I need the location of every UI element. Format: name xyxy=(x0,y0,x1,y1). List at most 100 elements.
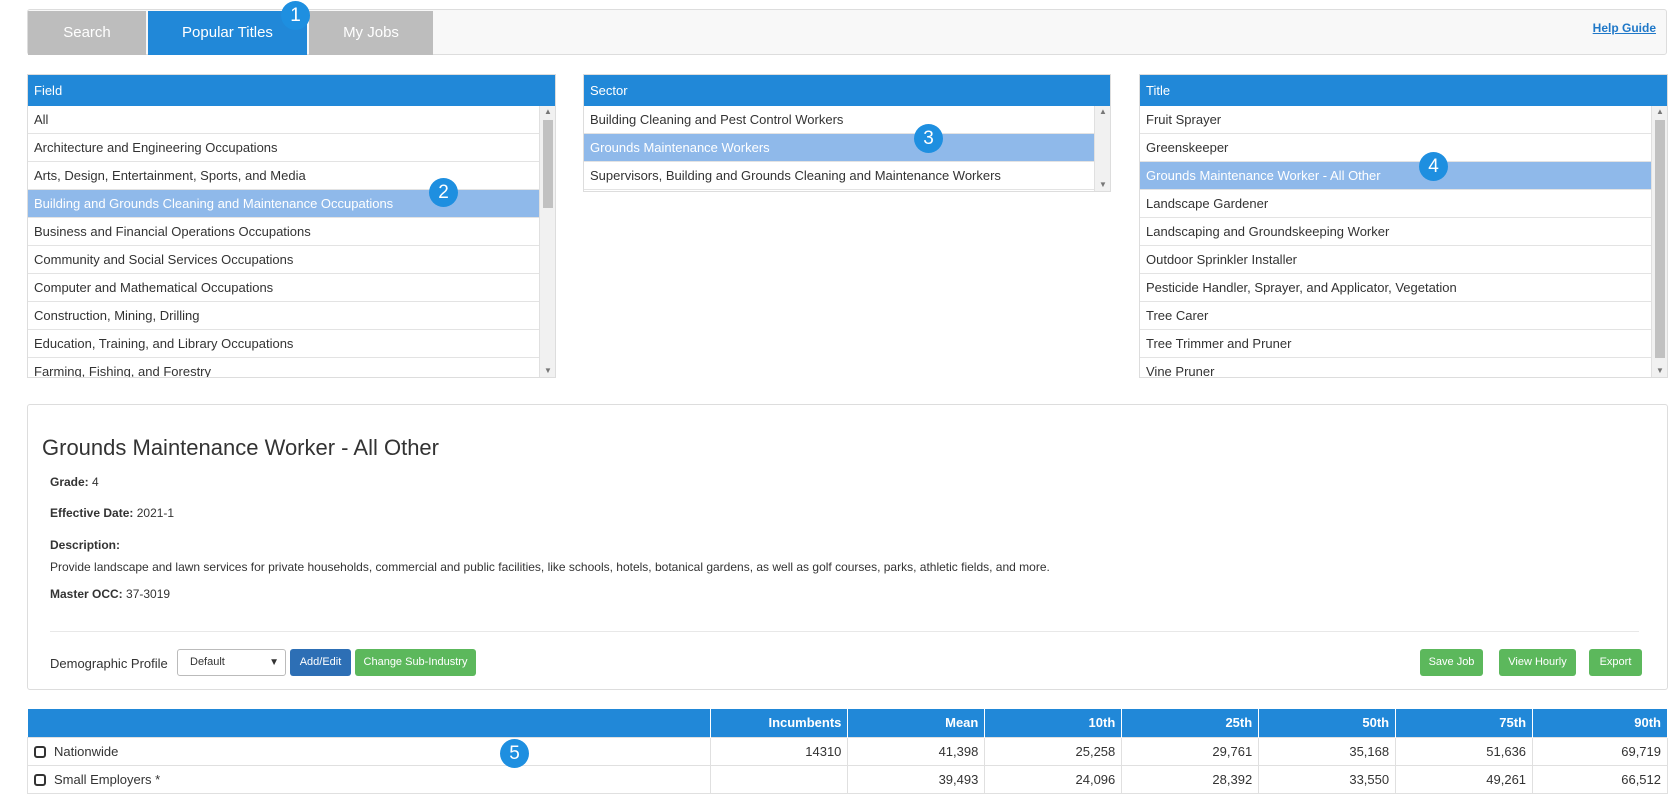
help-guide-link[interactable]: Help Guide xyxy=(1592,21,1656,35)
sector-list-scrollbar[interactable]: ▲ ▼ xyxy=(1094,106,1110,191)
field-item[interactable]: Business and Financial Operations Occupa… xyxy=(28,218,555,246)
tab-popular-titles[interactable]: Popular Titles xyxy=(148,11,307,55)
chevron-down-icon: ▼ xyxy=(269,657,279,668)
table-header-row: Incumbents Mean 10th 25th 50th 75th 90th xyxy=(27,709,1668,737)
scroll-down-icon[interactable]: ▼ xyxy=(544,366,552,375)
title-item[interactable]: Tree Trimmer and Pruner xyxy=(1140,330,1667,358)
sector-panel-header: Sector xyxy=(584,75,1110,106)
scroll-thumb[interactable] xyxy=(543,120,553,208)
scroll-thumb[interactable] xyxy=(1655,120,1665,358)
title-item[interactable]: Landscaping and Groundskeeping Worker xyxy=(1140,218,1667,246)
row-label-cell: Nationwide xyxy=(26,736,712,766)
effective-date-row: Effective Date: 2021-1 xyxy=(50,506,174,520)
scroll-down-icon[interactable]: ▼ xyxy=(1099,180,1107,189)
description-label: Description: xyxy=(50,538,120,552)
table-cell: 49,261 xyxy=(1395,764,1534,794)
sector-list[interactable]: Building Cleaning and Pest Control Worke… xyxy=(584,106,1110,191)
checkbox[interactable] xyxy=(34,745,46,758)
field-list[interactable]: All Architecture and Engineering Occupat… xyxy=(28,106,555,377)
title-item[interactable]: Landscape Gardener xyxy=(1140,190,1667,218)
table-cell: 51,636 xyxy=(1395,736,1534,766)
field-item[interactable]: Farming, Fishing, and Forestry xyxy=(28,358,555,377)
master-occ-row: Master OCC: 37-3019 xyxy=(50,587,170,601)
field-list-scrollbar[interactable]: ▲ ▼ xyxy=(539,106,555,377)
scroll-up-icon[interactable]: ▲ xyxy=(544,107,552,116)
add-edit-button[interactable]: Add/Edit xyxy=(290,649,351,676)
sector-item-selected[interactable]: Grounds Maintenance Workers xyxy=(584,134,1110,162)
field-item[interactable]: All xyxy=(28,106,555,134)
table-cell: 25,258 xyxy=(984,736,1123,766)
master-occ-label: Master OCC: xyxy=(50,587,123,601)
field-panel-header: Field xyxy=(28,75,555,106)
column-header: 75th xyxy=(1395,709,1534,737)
table-cell: 14310 xyxy=(710,736,849,766)
description-text: Provide landscape and lawn services for … xyxy=(50,560,1050,574)
title-item-selected[interactable]: Grounds Maintenance Worker - All Other xyxy=(1140,162,1667,190)
description-label-text: Description: xyxy=(50,538,121,552)
step-badge-1: 1 xyxy=(281,1,310,30)
title-item[interactable]: Tree Carer xyxy=(1140,302,1667,330)
field-item[interactable]: Computer and Mathematical Occupations xyxy=(28,274,555,302)
view-hourly-button[interactable]: View Hourly xyxy=(1499,649,1576,676)
title-list-scrollbar[interactable]: ▲ ▼ xyxy=(1651,106,1667,377)
scroll-down-icon[interactable]: ▼ xyxy=(1656,366,1664,375)
column-header: 50th xyxy=(1258,709,1397,737)
top-tab-bar: Search Popular Titles My Jobs Help Guide xyxy=(27,9,1667,55)
table-row: Nationwide 14310 41,398 25,258 29,761 35… xyxy=(26,736,1668,766)
divider xyxy=(50,631,1639,632)
table-row: Small Employers * 39,493 24,096 28,392 3… xyxy=(26,764,1668,794)
title-item[interactable]: Vine Pruner xyxy=(1140,358,1667,377)
field-item[interactable]: Architecture and Engineering Occupations xyxy=(28,134,555,162)
step-badge-4: 4 xyxy=(1419,152,1448,181)
step-badge-3: 3 xyxy=(914,124,943,153)
sector-item[interactable]: Supervisors, Building and Grounds Cleani… xyxy=(584,162,1110,190)
field-item[interactable]: Education, Training, and Library Occupat… xyxy=(28,330,555,358)
tab-search[interactable]: Search xyxy=(28,11,146,55)
effective-date-value: 2021-1 xyxy=(136,506,175,520)
master-occ-value: 37-3019 xyxy=(126,587,171,601)
title-item[interactable]: Pesticide Handler, Sprayer, and Applicat… xyxy=(1140,274,1667,302)
title-list[interactable]: Fruit Sprayer Greenskeeper Grounds Maint… xyxy=(1140,106,1667,377)
field-panel: Field All Architecture and Engineering O… xyxy=(27,74,556,378)
title-panel: Title Fruit Sprayer Greenskeeper Grounds… xyxy=(1139,74,1668,378)
demographic-profile-label: Demographic Profile xyxy=(50,656,168,671)
table-cell: 33,550 xyxy=(1258,764,1397,794)
column-header: 25th xyxy=(1121,709,1260,737)
title-item[interactable]: Outdoor Sprinkler Installer xyxy=(1140,246,1667,274)
demographic-profile-select[interactable]: Default ▼ xyxy=(177,649,286,676)
table-cell xyxy=(710,764,849,794)
export-button[interactable]: Export xyxy=(1589,649,1642,676)
grade-label: Grade: xyxy=(50,475,89,489)
table-cell: 41,398 xyxy=(847,736,986,766)
title-panel-header: Title xyxy=(1140,75,1667,106)
field-item[interactable]: Community and Social Services Occupation… xyxy=(28,246,555,274)
table-cell: 35,168 xyxy=(1258,736,1397,766)
sector-item[interactable]: Building Cleaning and Pest Control Worke… xyxy=(584,106,1110,134)
grade-value: 4 xyxy=(92,475,99,489)
column-header: 10th xyxy=(984,709,1123,737)
field-item-selected[interactable]: Building and Grounds Cleaning and Mainte… xyxy=(28,190,555,218)
table-cell: 66,512 xyxy=(1532,764,1668,794)
field-item[interactable]: Construction, Mining, Drilling xyxy=(28,302,555,330)
row-label: Nationwide xyxy=(54,743,119,759)
table-cell: 39,493 xyxy=(847,764,986,794)
table-cell: 24,096 xyxy=(984,764,1123,794)
title-item[interactable]: Greenskeeper xyxy=(1140,134,1667,162)
scroll-up-icon[interactable]: ▲ xyxy=(1656,107,1664,116)
row-label: Small Employers * xyxy=(54,771,161,787)
field-item[interactable]: Arts, Design, Entertainment, Sports, and… xyxy=(28,162,555,190)
job-details-panel: Grounds Maintenance Worker - All Other G… xyxy=(27,404,1668,690)
checkbox[interactable] xyxy=(34,773,46,786)
column-header: 90th xyxy=(1532,709,1668,737)
row-label-cell: Small Employers * xyxy=(26,764,712,794)
change-sub-industry-button[interactable]: Change Sub-Industry xyxy=(355,649,476,676)
save-job-button[interactable]: Save Job xyxy=(1420,649,1483,676)
tab-my-jobs[interactable]: My Jobs xyxy=(309,11,433,55)
scroll-up-icon[interactable]: ▲ xyxy=(1099,107,1107,116)
effective-date-label: Effective Date: xyxy=(50,506,134,520)
salary-table: Incumbents Mean 10th 25th 50th 75th 90th… xyxy=(26,709,1668,794)
job-title: Grounds Maintenance Worker - All Other xyxy=(42,435,439,460)
column-header: Incumbents xyxy=(710,709,849,737)
title-item[interactable]: Fruit Sprayer xyxy=(1140,106,1667,134)
grade-row: Grade: 4 xyxy=(50,475,99,489)
